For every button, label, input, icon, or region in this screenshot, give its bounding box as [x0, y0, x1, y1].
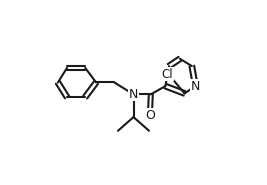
Text: N: N [129, 88, 138, 101]
Text: O: O [145, 109, 155, 122]
Text: N: N [191, 80, 200, 93]
Text: Cl: Cl [161, 68, 173, 81]
